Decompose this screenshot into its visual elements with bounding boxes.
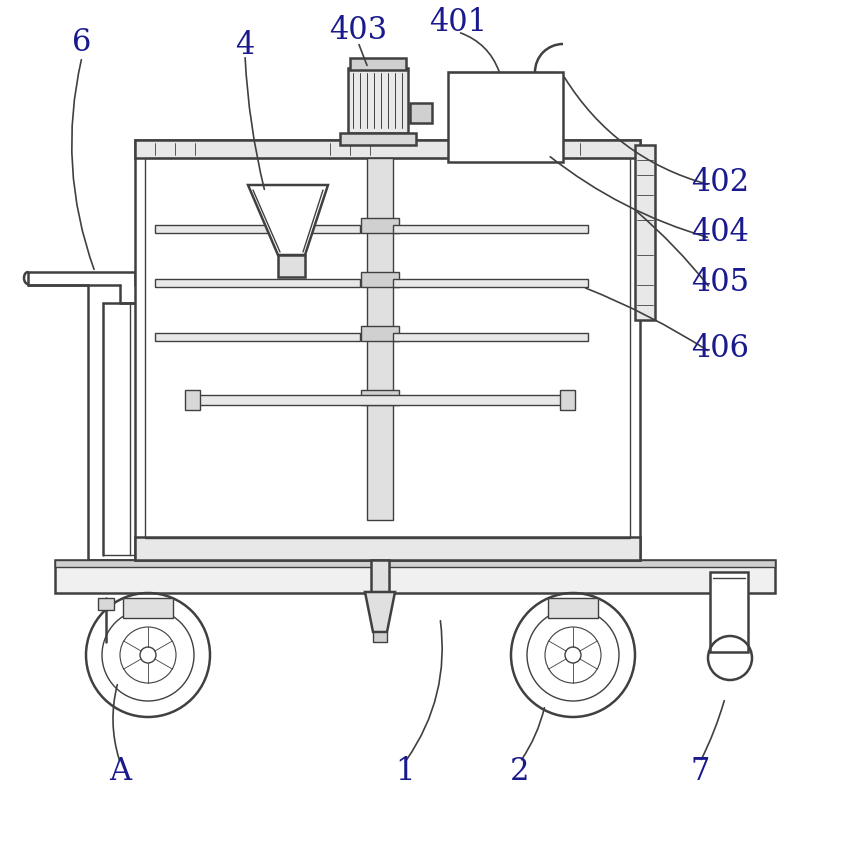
Bar <box>155 333 360 341</box>
Bar <box>190 395 570 405</box>
Text: 2: 2 <box>511 756 530 787</box>
Text: 401: 401 <box>429 7 487 37</box>
Text: 6: 6 <box>72 26 92 58</box>
Bar <box>135 140 640 560</box>
Bar <box>393 279 588 287</box>
Text: 405: 405 <box>691 267 749 297</box>
Bar <box>340 133 416 145</box>
Bar <box>367 158 393 520</box>
Bar <box>410 103 432 123</box>
Bar <box>393 333 588 341</box>
Bar <box>361 326 399 341</box>
Bar <box>155 279 360 287</box>
Bar <box>361 390 399 405</box>
Bar <box>635 145 655 320</box>
Text: 7: 7 <box>690 756 710 787</box>
Bar <box>448 72 563 162</box>
Bar <box>560 390 575 410</box>
Text: 1: 1 <box>395 756 414 787</box>
Bar <box>361 272 399 287</box>
Bar <box>55 560 775 567</box>
Text: 402: 402 <box>691 167 749 197</box>
Polygon shape <box>248 185 328 255</box>
Bar <box>373 632 387 642</box>
Bar <box>135 140 640 158</box>
Bar <box>55 560 775 593</box>
Bar <box>371 560 389 592</box>
Bar <box>348 68 408 133</box>
Bar <box>548 598 598 618</box>
Polygon shape <box>365 592 395 632</box>
Text: 403: 403 <box>329 14 387 46</box>
Bar <box>98 598 114 610</box>
Bar <box>393 225 588 233</box>
Bar <box>361 218 399 233</box>
Bar <box>350 58 406 70</box>
Bar <box>145 158 630 538</box>
Bar <box>185 390 200 410</box>
Text: 406: 406 <box>691 332 749 364</box>
Bar <box>155 225 360 233</box>
Bar <box>135 537 640 560</box>
Text: 4: 4 <box>236 30 254 60</box>
Bar <box>710 572 748 652</box>
Text: A: A <box>109 756 131 787</box>
Bar <box>123 598 173 618</box>
Text: 404: 404 <box>691 217 749 247</box>
Bar <box>278 255 305 277</box>
